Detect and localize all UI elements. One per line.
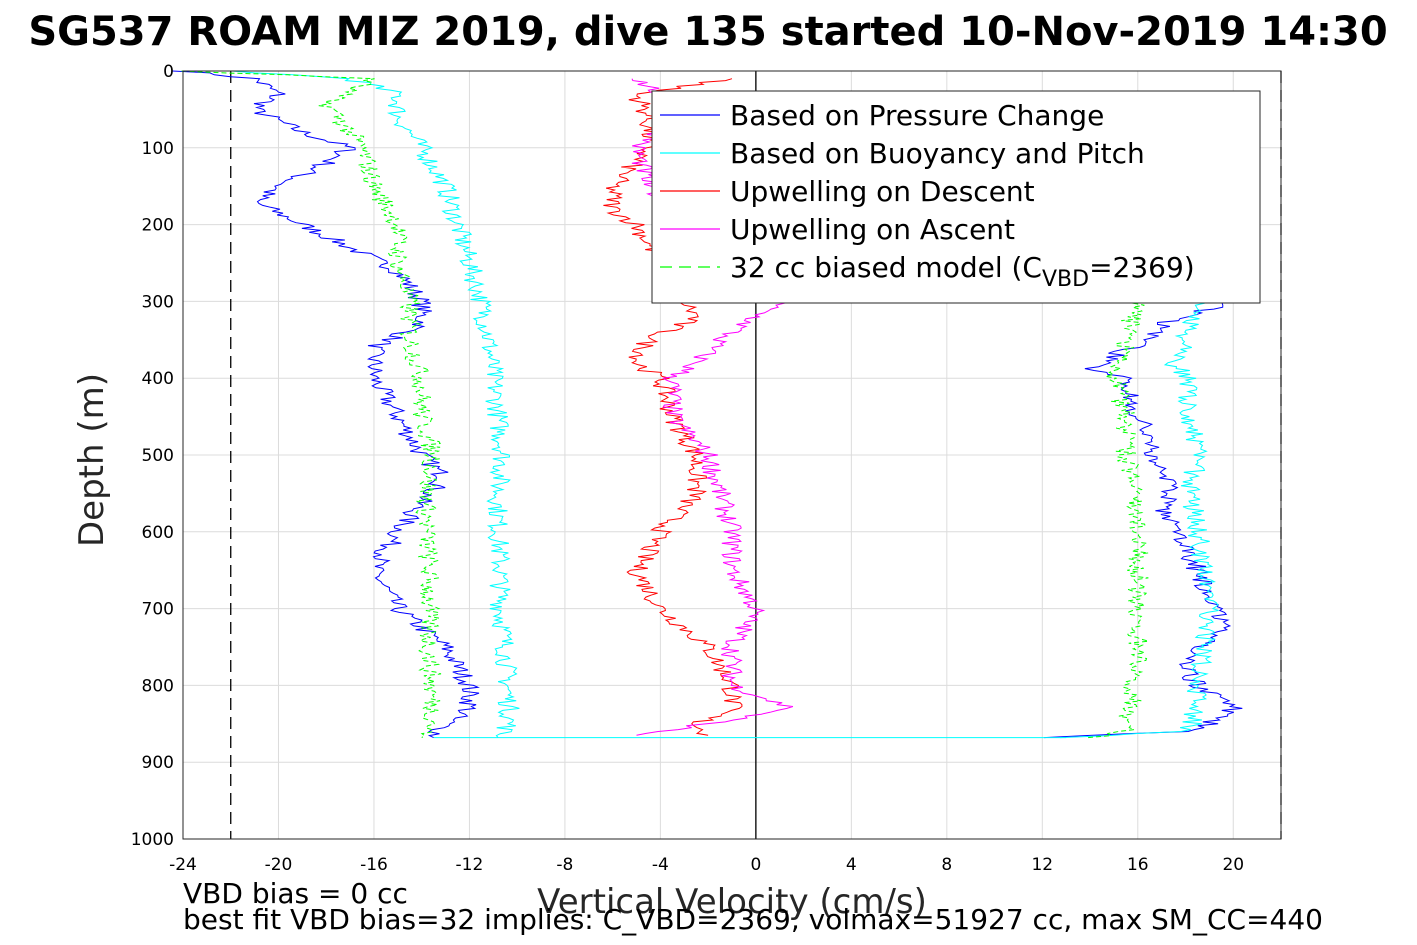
vbd-bias-note: VBD bias = 0 cc: [183, 877, 408, 910]
x-tick-label-9: 12: [1031, 855, 1053, 875]
series-line-0: [172, 70, 480, 739]
x-tick-label-7: 4: [846, 855, 857, 875]
y-tick-label-6: 600: [142, 523, 174, 543]
y-tick-label-4: 400: [142, 369, 174, 389]
series-line-1: [1043, 301, 1243, 739]
y-tick-labels: 0 100 200 300 400 500 600 700 800 900 1000: [131, 62, 174, 850]
x-tick-label-1: -20: [265, 855, 293, 875]
axes-frame: [182, 70, 1282, 840]
x-tick-label-11: 20: [1222, 855, 1244, 875]
x-tick-label-5: -4: [652, 855, 669, 875]
legend-label-4: 32 cc biased model (CVBD=2369): [730, 251, 1195, 292]
x-tick-label-3: -12: [456, 855, 484, 875]
series-line-2: [232, 70, 520, 738]
y-tick-label-9: 900: [142, 753, 174, 773]
y-tick-label-8: 800: [142, 676, 174, 696]
y-tick-label-2: 200: [142, 216, 174, 236]
y-tick-label-0: 0: [163, 62, 174, 82]
x-tick-label-6: 0: [750, 855, 761, 875]
axes-box: [182, 70, 1282, 840]
legend-label-1: Based on Buoyancy and Pitch: [730, 137, 1145, 170]
y-tick-label-5: 500: [142, 446, 174, 466]
y-tick-label-10: 1000: [131, 830, 174, 850]
x-tick-labels: -24 -20 -16 -12 -8 -4 0 4 8 12 16 20: [169, 855, 1244, 875]
legend: Based on Pressure Change Based on Buoyanc…: [651, 90, 1261, 304]
y-tick-label-1: 100: [142, 139, 174, 159]
chart-title: SG537 ROAM MIZ 2019, dive 135 started 10…: [28, 9, 1387, 55]
x-axis-label: Vertical Velocity (cm/s): [537, 882, 927, 922]
series-line-3: [1059, 300, 1219, 739]
x-tick-label-8: 8: [941, 855, 952, 875]
legend-label-3: Upwelling on Ascent: [730, 213, 1015, 246]
series-group: [172, 70, 1243, 739]
series-line-6: [181, 70, 442, 739]
y-tick-label-7: 700: [142, 600, 174, 620]
best-fit-note: best fit VBD bias=32 implies: C_VBD=2369…: [183, 903, 1323, 936]
x-tick-label-4: -8: [556, 855, 573, 875]
series-line-7: [1088, 300, 1149, 739]
legend-box: [651, 90, 1261, 304]
x-tick-label-2: -16: [360, 855, 388, 875]
y-axis-label: Depth (m): [72, 373, 112, 547]
legend-label-2: Upwelling on Descent: [730, 175, 1035, 208]
legend-label-0: Based on Pressure Change: [730, 99, 1104, 132]
x-tick-label-10: 16: [1127, 855, 1149, 875]
x-tick-label-0: -24: [169, 855, 197, 875]
y-tick-label-3: 300: [142, 292, 174, 312]
